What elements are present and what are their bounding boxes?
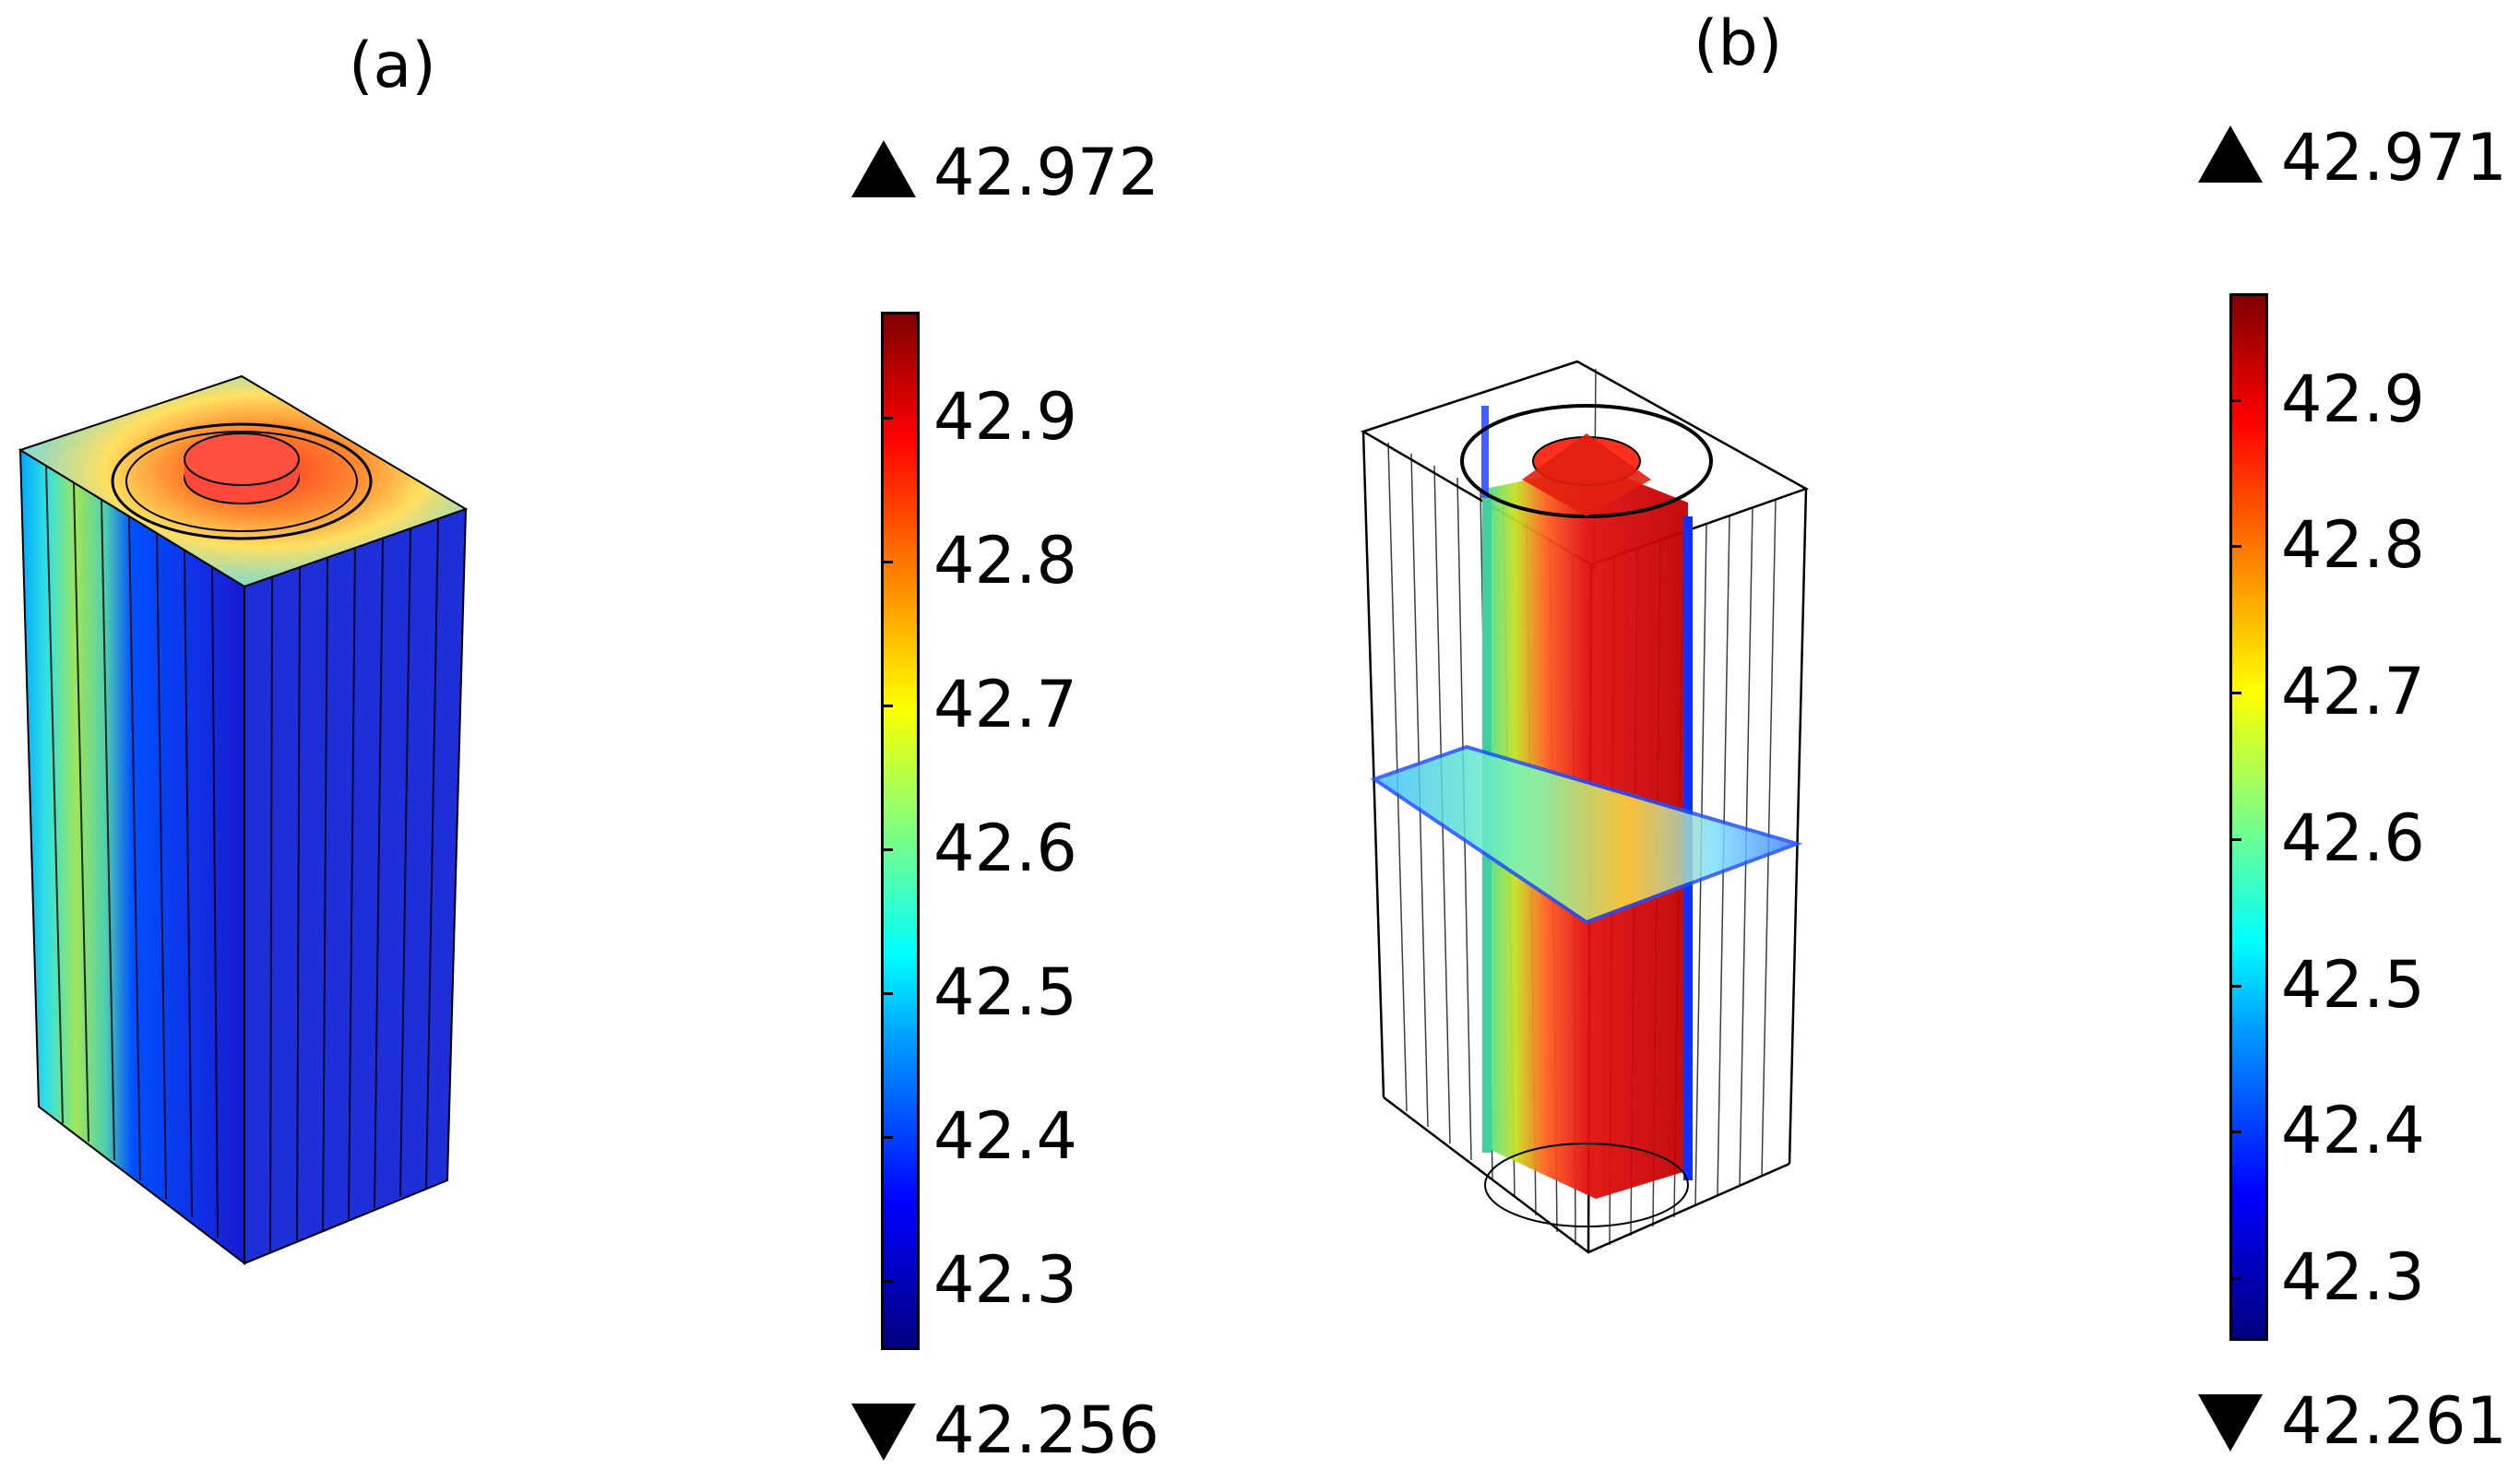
- colorbar-tick-label: 42.6: [933, 811, 1077, 887]
- colorbar-a-gradient: [881, 312, 920, 1350]
- colorbar-tick-mark: [884, 1136, 893, 1140]
- battery-b-slice: [1370, 744, 1803, 925]
- colorbar-tick-label: 42.6: [2281, 800, 2425, 876]
- colorbar-tick-label: 42.3: [2281, 1239, 2425, 1316]
- colorbar-tick-mark: [884, 561, 893, 564]
- colorbar-tick-mark: [884, 1280, 893, 1284]
- panel-b-label: (b): [1694, 7, 1783, 80]
- colorbar-tick-mark: [2232, 398, 2241, 402]
- colorbar-tick-label: 42.7: [933, 667, 1077, 743]
- colorbar-tick-mark: [884, 848, 893, 852]
- colorbar-tick-label: 42.8: [2281, 507, 2425, 584]
- max-arrow-icon-b: [2198, 125, 2263, 183]
- max-arrow-icon-a: [851, 140, 916, 197]
- panel-a-label: (a): [349, 30, 436, 102]
- colorbar-tick-label: 42.3: [933, 1242, 1077, 1319]
- colorbar-tick-mark: [2232, 1131, 2241, 1134]
- colorbar-tick-mark: [2232, 545, 2241, 549]
- colorbar-tick-label: 42.4: [933, 1098, 1077, 1175]
- colorbar-tick-mark: [884, 417, 893, 421]
- min-arrow-icon-a: [851, 1404, 916, 1461]
- colorbar-b-min: 42.261: [2281, 1383, 2507, 1459]
- colorbar-tick-mark: [884, 705, 893, 708]
- colorbar-a-max: 42.972: [933, 135, 1159, 210]
- colorbar-tick-mark: [2232, 837, 2241, 841]
- colorbar-b-gradient: [2229, 293, 2268, 1341]
- battery-model-a: [18, 374, 469, 1266]
- colorbar-tick-label: 42.8: [933, 523, 1077, 599]
- colorbar-tick-label: 42.7: [2281, 654, 2425, 730]
- colorbar-tick-label: 42.5: [933, 954, 1077, 1031]
- colorbar-tick-label: 42.9: [2281, 361, 2425, 437]
- colorbar-b-max: 42.971: [2281, 120, 2507, 195]
- colorbar-tick-label: 42.4: [2281, 1093, 2425, 1169]
- colorbar-tick-label: 42.5: [2281, 946, 2425, 1023]
- colorbar-tick-label: 42.9: [933, 379, 1077, 456]
- colorbar-tick-mark: [2232, 984, 2241, 988]
- colorbar-tick-mark: [2232, 1277, 2241, 1281]
- colorbar-tick-mark: [884, 992, 893, 996]
- min-arrow-icon-b: [2198, 1394, 2263, 1451]
- colorbar-tick-mark: [2232, 692, 2241, 695]
- colorbar-a-min: 42.256: [933, 1392, 1159, 1468]
